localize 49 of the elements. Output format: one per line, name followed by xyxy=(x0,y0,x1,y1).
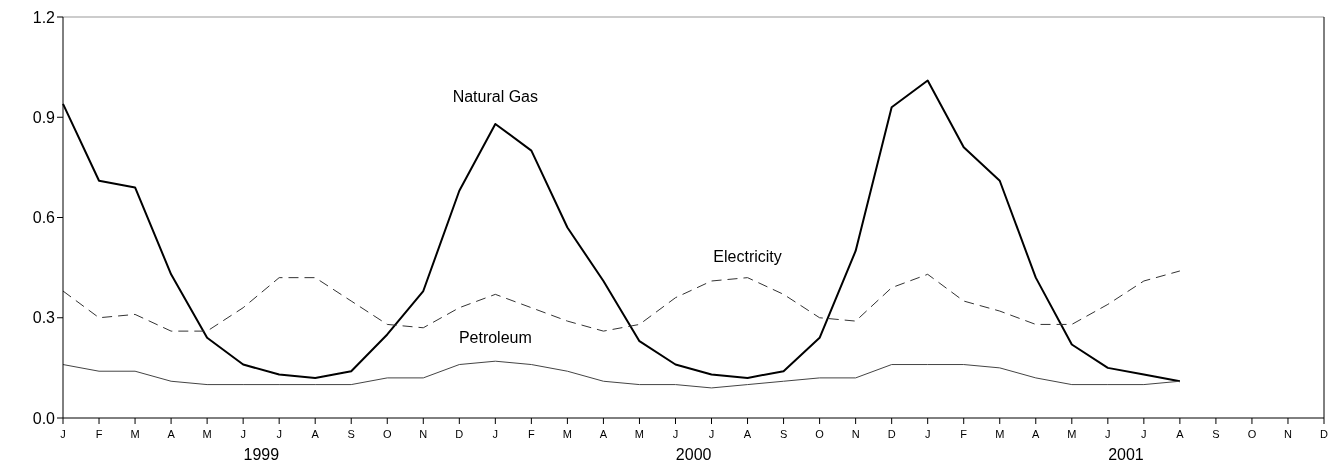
series-label: Natural Gas xyxy=(452,87,539,105)
x-tick-label: A xyxy=(167,428,176,440)
line-series xyxy=(62,270,1181,332)
series-label: Electricity xyxy=(713,247,782,265)
x-tick-label: M xyxy=(1067,428,1077,440)
text: 2001 xyxy=(1108,446,1144,463)
x-tick-label: N xyxy=(419,428,428,440)
x-tick-label: J xyxy=(240,428,246,440)
text: 1999 xyxy=(243,446,280,463)
x-tick-label: N xyxy=(851,428,860,440)
x-tick-label: A xyxy=(1176,428,1185,440)
x-tick-label: M xyxy=(130,428,140,440)
x-tick-label: J xyxy=(924,428,931,440)
x-tick-label: J xyxy=(708,428,715,440)
x-tick-label: J xyxy=(1105,428,1111,440)
x-tick-label: M xyxy=(634,428,645,440)
x-tick-label: F xyxy=(960,428,968,440)
x-tick-label: D xyxy=(887,428,896,440)
x-tick-label: A xyxy=(311,428,320,440)
x-tick-label: F xyxy=(528,428,535,440)
x-tick-label: D xyxy=(455,428,464,440)
y-tick-label: 1.2 xyxy=(32,8,56,26)
x-tick-label: O xyxy=(382,428,392,440)
x-tick-label: S xyxy=(1212,428,1220,440)
x-tick-label: O xyxy=(1247,428,1257,440)
x-tick-label: D xyxy=(1320,428,1329,440)
x-tick-label: J xyxy=(492,428,499,440)
y-tick-label: 0.3 xyxy=(32,309,56,327)
x-tick-label: F xyxy=(95,428,103,440)
line-series xyxy=(62,360,1181,389)
x-tick-label: N xyxy=(1283,428,1292,440)
x-tick-label: S xyxy=(347,428,355,440)
x-tick-label: J xyxy=(672,428,679,440)
x-tick-label: M xyxy=(202,428,212,440)
x-tick-label: J xyxy=(60,428,66,440)
x-tick-label: O xyxy=(815,428,825,440)
x-tick-label: M xyxy=(995,428,1005,440)
x-tick-label: J xyxy=(1141,428,1147,440)
y-tick-label: 0.9 xyxy=(32,108,56,126)
x-tick-label: J xyxy=(276,428,282,440)
y-tick-label: 0.6 xyxy=(32,209,56,227)
text: 2000 xyxy=(675,446,712,463)
y-tick-label: 0.0 xyxy=(32,409,56,427)
x-tick-label: A xyxy=(599,428,608,440)
x-tick-label: S xyxy=(779,428,788,440)
series-label: Petroleum xyxy=(458,329,532,347)
x-tick-label: A xyxy=(743,428,752,440)
x-tick-label: A xyxy=(1032,428,1041,440)
x-tick-label: M xyxy=(562,428,572,440)
